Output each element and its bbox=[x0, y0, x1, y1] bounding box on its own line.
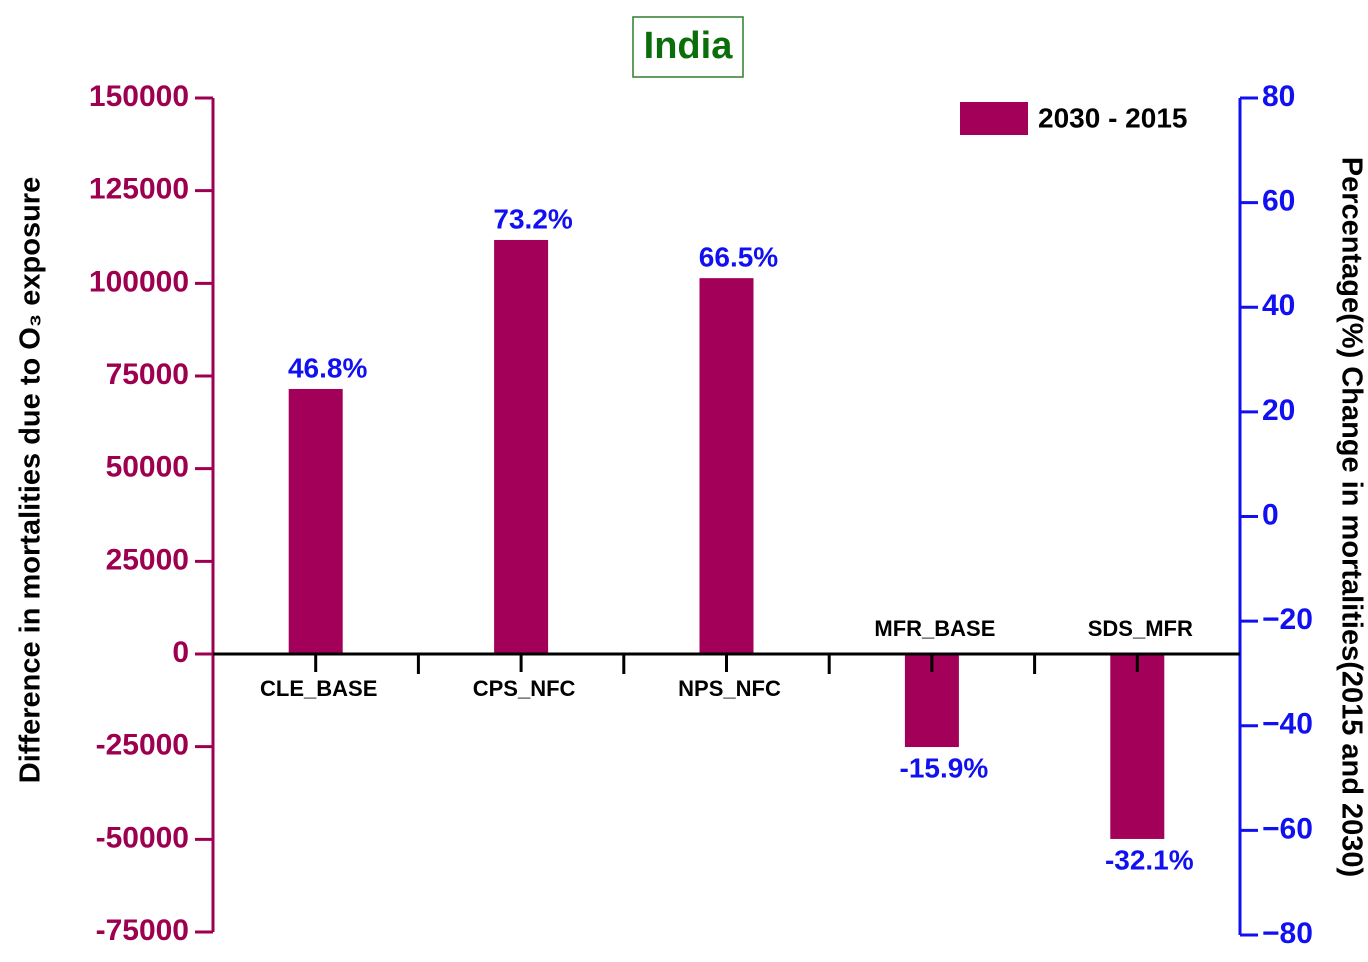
x-tick-label: CPS_NFC bbox=[473, 676, 576, 701]
y2-tick-label: −20 bbox=[1262, 603, 1313, 636]
y2-tick-label: 80 bbox=[1262, 80, 1295, 113]
y-axis-label: Difference in mortalities due to O₃ expo… bbox=[15, 177, 47, 783]
legend-label: 2030 - 2015 bbox=[1038, 102, 1187, 133]
y2-tick-label: −60 bbox=[1262, 812, 1313, 845]
y-tick-label: 25000 bbox=[106, 543, 189, 576]
y2-axis-label: Percentage(%) Change in mortalities(2015… bbox=[1335, 157, 1367, 877]
value-label: 66.5% bbox=[699, 242, 778, 273]
y-tick-label: -50000 bbox=[96, 821, 189, 854]
bar bbox=[494, 239, 549, 654]
bar bbox=[288, 388, 343, 654]
y-tick-label: 75000 bbox=[106, 358, 189, 391]
y2-tick-label: 40 bbox=[1262, 289, 1295, 322]
y2-tick-label: 60 bbox=[1262, 185, 1295, 218]
y-tick-label: 125000 bbox=[89, 173, 189, 206]
legend-swatch bbox=[960, 102, 1028, 135]
y-tick-label: 50000 bbox=[106, 451, 189, 484]
value-label: 73.2% bbox=[493, 203, 572, 234]
y-tick-label: 0 bbox=[172, 636, 189, 669]
y-tick-label: 100000 bbox=[89, 265, 189, 298]
value-label: -15.9% bbox=[900, 752, 989, 783]
y-tick-label: -75000 bbox=[96, 914, 189, 947]
y2-tick-label: 20 bbox=[1262, 394, 1295, 427]
bar bbox=[1110, 654, 1165, 839]
x-tick-label: MFR_BASE bbox=[874, 616, 995, 641]
value-label: -32.1% bbox=[1105, 844, 1194, 875]
y2-tick-label: 0 bbox=[1262, 498, 1279, 531]
x-tick-label: SDS_MFR bbox=[1088, 616, 1193, 641]
y2-tick-label: −80 bbox=[1262, 917, 1313, 950]
value-label: 46.8% bbox=[288, 352, 367, 383]
y-tick-label: 150000 bbox=[89, 80, 189, 113]
title-box bbox=[632, 16, 744, 78]
chart-title: India bbox=[644, 25, 734, 67]
x-tick-label: CLE_BASE bbox=[260, 676, 377, 701]
bar bbox=[699, 278, 754, 654]
y-tick-label: -25000 bbox=[96, 729, 189, 762]
x-tick-label: NPS_NFC bbox=[678, 676, 781, 701]
y2-tick-label: −40 bbox=[1262, 708, 1313, 741]
